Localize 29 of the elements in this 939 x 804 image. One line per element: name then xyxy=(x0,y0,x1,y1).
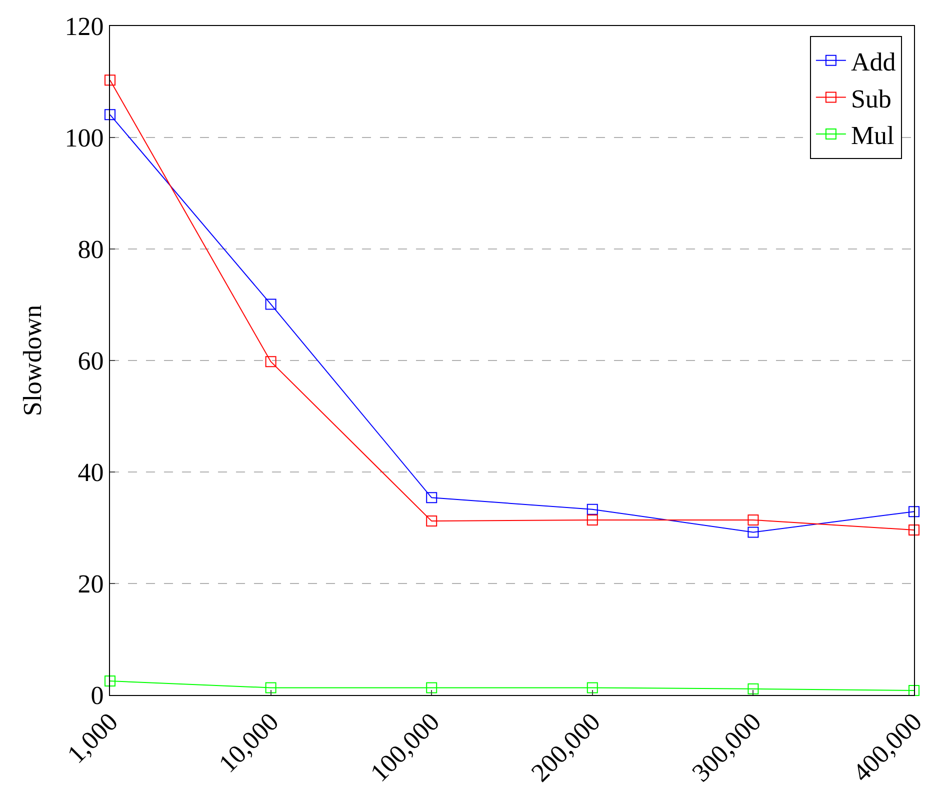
point xyxy=(908,506,920,518)
y-tick-label: 80 xyxy=(78,235,104,264)
point xyxy=(908,685,920,696)
y-tick-label: 0 xyxy=(90,681,104,710)
point xyxy=(104,676,116,687)
point xyxy=(104,74,116,86)
point xyxy=(748,514,759,526)
point xyxy=(426,682,438,694)
point xyxy=(426,492,438,504)
legend-label: Add xyxy=(850,48,896,77)
y-tick-label: 20 xyxy=(78,570,104,599)
y-axis-title: Slowdown xyxy=(18,304,48,416)
point xyxy=(265,356,276,368)
legend-label: Sub xyxy=(850,84,892,114)
point xyxy=(265,298,276,310)
y-tick-label: 60 xyxy=(78,346,104,376)
y-tick-label: 40 xyxy=(78,458,104,488)
y-tick-label: 120 xyxy=(64,12,104,42)
point xyxy=(748,526,759,538)
point xyxy=(586,514,598,526)
y-tick-label: 100 xyxy=(64,124,104,153)
legend-label: Mul xyxy=(850,121,894,150)
point xyxy=(908,524,920,536)
point xyxy=(586,504,598,515)
point xyxy=(426,516,438,527)
point xyxy=(586,682,598,694)
point xyxy=(748,683,759,694)
point xyxy=(265,682,276,694)
point xyxy=(104,109,116,120)
